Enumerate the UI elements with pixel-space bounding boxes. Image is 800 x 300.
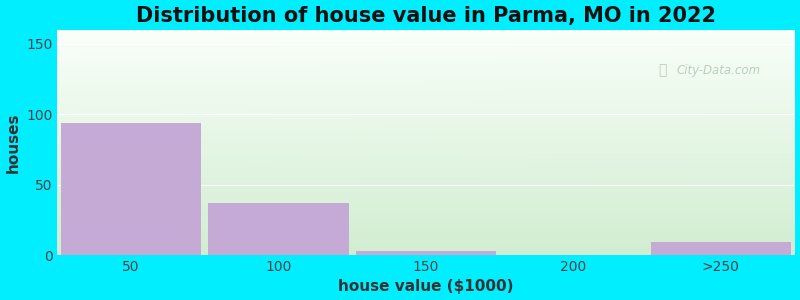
- Bar: [356, 251, 496, 255]
- Y-axis label: houses: houses: [6, 112, 21, 173]
- Text: Ⓠ: Ⓠ: [658, 63, 666, 77]
- Bar: [61, 123, 201, 255]
- Bar: [209, 203, 349, 255]
- Title: Distribution of house value in Parma, MO in 2022: Distribution of house value in Parma, MO…: [136, 6, 716, 26]
- Text: City-Data.com: City-Data.com: [677, 64, 761, 77]
- Bar: [650, 242, 790, 255]
- X-axis label: house value ($1000): house value ($1000): [338, 279, 514, 294]
